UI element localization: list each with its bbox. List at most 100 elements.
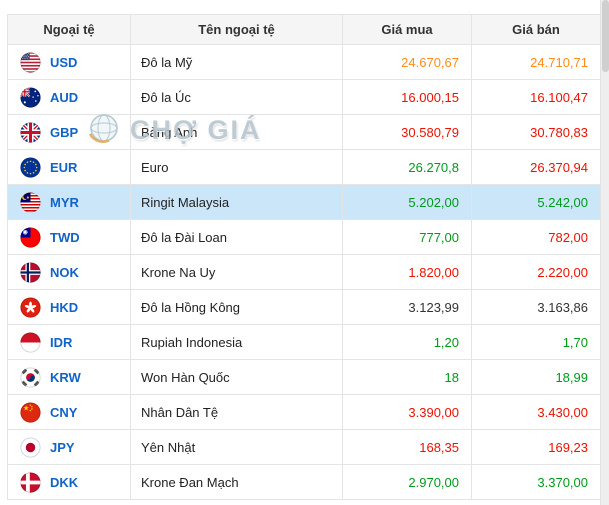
currency-cell: KRW xyxy=(7,359,131,395)
buy-price: 777,00 xyxy=(342,219,472,255)
currency-cell: USD xyxy=(7,44,131,80)
currency-code: KRW xyxy=(50,369,81,385)
currency-code: CNY xyxy=(50,404,78,420)
currency-code: TWD xyxy=(50,229,80,245)
table-header-row: Ngoại tệ Tên ngoại tệ Giá mua Giá bán xyxy=(7,14,601,45)
header-currency: Ngoại tệ xyxy=(7,14,131,45)
flag-cny-icon xyxy=(20,401,41,423)
currency-name: Đô la Mỹ xyxy=(130,44,343,80)
header-buy-price: Giá mua xyxy=(342,14,472,45)
sell-price: 3.370,00 xyxy=(471,464,601,500)
currency-row: KRW Won Hàn Quốc 18 18,99 xyxy=(7,359,601,395)
sell-price: 24.710,71 xyxy=(471,44,601,80)
currency-code: DKK xyxy=(50,474,79,490)
sell-price: 3.163,86 xyxy=(471,289,601,325)
currency-row: MYR Ringit Malaysia 5.202,00 5.242,00 xyxy=(7,184,601,220)
currency-cell: HKD xyxy=(7,289,131,325)
currency-code: MYR xyxy=(50,194,79,210)
buy-price: 16.000,15 xyxy=(342,79,472,115)
table-body: USD Đô la Mỹ 24.670,67 24.710,71 AUD Đô … xyxy=(7,44,601,500)
currency-row: EUR Euro 26.270,8 26.370,94 xyxy=(7,149,601,185)
currency-row: CNY Nhân Dân Tệ 3.390,00 3.430,00 xyxy=(7,394,601,430)
currency-code: JPY xyxy=(50,439,75,455)
currency-row: GBP Bảng Anh 30.580,79 30.780,83 xyxy=(7,114,601,150)
currency-name: Bảng Anh xyxy=(130,114,343,150)
currency-code: HKD xyxy=(50,299,79,315)
currency-name: Đô la Hồng Kông xyxy=(130,289,343,325)
sell-price: 2.220,00 xyxy=(471,254,601,290)
buy-price: 1.820,00 xyxy=(342,254,472,290)
currency-name: Ringit Malaysia xyxy=(130,184,343,220)
buy-price: 30.580,79 xyxy=(342,114,472,150)
flag-aud-icon xyxy=(20,86,41,108)
currency-name: Rupiah Indonesia xyxy=(130,324,343,360)
currency-row: AUD Đô la Úc 16.000,15 16.100,47 xyxy=(7,79,601,115)
flag-myr-icon xyxy=(20,191,41,213)
flag-dkk-icon xyxy=(20,471,41,493)
currency-name: Krone Na Uy xyxy=(130,254,343,290)
currency-code: GBP xyxy=(50,124,79,140)
header-currency-name: Tên ngoại tệ xyxy=(130,14,343,45)
currency-cell: NOK xyxy=(7,254,131,290)
currency-cell: CNY xyxy=(7,394,131,430)
currency-row: IDR Rupiah Indonesia 1,20 1,70 xyxy=(7,324,601,360)
currency-code: NOK xyxy=(50,264,79,280)
currency-row: DKK Krone Đan Mạch 2.970,00 3.370,00 xyxy=(7,464,601,500)
flag-eur-icon xyxy=(20,156,41,178)
currency-row: HKD Đô la Hồng Kông 3.123,99 3.163,86 xyxy=(7,289,601,325)
buy-price: 1,20 xyxy=(342,324,472,360)
flag-twd-icon xyxy=(20,226,41,248)
currency-cell: DKK xyxy=(7,464,131,500)
buy-price: 24.670,67 xyxy=(342,44,472,80)
flag-gbp-icon xyxy=(20,121,41,143)
buy-price: 3.390,00 xyxy=(342,394,472,430)
currency-code: IDR xyxy=(50,334,73,350)
sell-price: 30.780,83 xyxy=(471,114,601,150)
currency-name: Đô la Đài Loan xyxy=(130,219,343,255)
currency-cell: TWD xyxy=(7,219,131,255)
currency-cell: MYR xyxy=(7,184,131,220)
buy-price: 18 xyxy=(342,359,472,395)
currency-row: NOK Krone Na Uy 1.820,00 2.220,00 xyxy=(7,254,601,290)
header-sell-price: Giá bán xyxy=(471,14,601,45)
scrollbar-thumb[interactable] xyxy=(602,0,609,72)
currency-code: EUR xyxy=(50,159,78,175)
sell-price: 782,00 xyxy=(471,219,601,255)
sell-price: 169,23 xyxy=(471,429,601,465)
currency-row: USD Đô la Mỹ 24.670,67 24.710,71 xyxy=(7,44,601,80)
flag-jpy-icon xyxy=(20,436,41,458)
buy-price: 3.123,99 xyxy=(342,289,472,325)
currency-name: Đô la Úc xyxy=(130,79,343,115)
flag-usd-icon xyxy=(20,51,41,73)
currency-name: Euro xyxy=(130,149,343,185)
currency-name: Yên Nhật xyxy=(130,429,343,465)
buy-price: 2.970,00 xyxy=(342,464,472,500)
flag-idr-icon xyxy=(20,331,41,353)
flag-krw-icon xyxy=(20,366,41,388)
buy-price: 168,35 xyxy=(342,429,472,465)
flag-nok-icon xyxy=(20,261,41,283)
currency-cell: GBP xyxy=(7,114,131,150)
sell-price: 16.100,47 xyxy=(471,79,601,115)
sell-price: 5.242,00 xyxy=(471,184,601,220)
currency-cell: EUR xyxy=(7,149,131,185)
currency-cell: IDR xyxy=(7,324,131,360)
sell-price: 3.430,00 xyxy=(471,394,601,430)
currency-code: AUD xyxy=(50,89,79,105)
currency-name: Won Hàn Quốc xyxy=(130,359,343,395)
currency-row: TWD Đô la Đài Loan 777,00 782,00 xyxy=(7,219,601,255)
currency-cell: JPY xyxy=(7,429,131,465)
sell-price: 1,70 xyxy=(471,324,601,360)
currency-row: JPY Yên Nhật 168,35 169,23 xyxy=(7,429,601,465)
scrollbar-track[interactable] xyxy=(600,0,609,505)
sell-price: 26.370,94 xyxy=(471,149,601,185)
sell-price: 18,99 xyxy=(471,359,601,395)
currency-name: Krone Đan Mạch xyxy=(130,464,343,500)
currency-cell: AUD xyxy=(7,79,131,115)
exchange-rate-table: Ngoại tệ Tên ngoại tệ Giá mua Giá bán US… xyxy=(7,14,601,500)
buy-price: 5.202,00 xyxy=(342,184,472,220)
currency-code: USD xyxy=(50,54,78,70)
flag-hkd-icon xyxy=(20,296,41,318)
buy-price: 26.270,8 xyxy=(342,149,472,185)
currency-name: Nhân Dân Tệ xyxy=(130,394,343,430)
